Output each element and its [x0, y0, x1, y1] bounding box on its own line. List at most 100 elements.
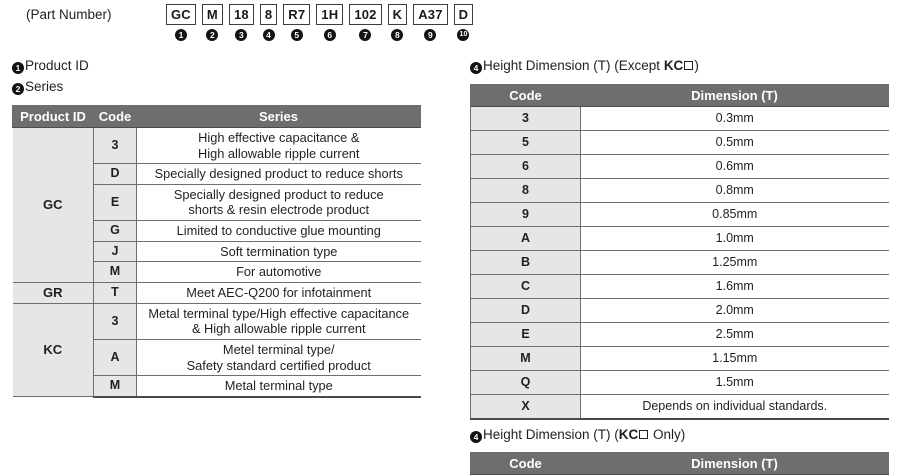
part-number-code: K [387, 4, 408, 25]
table-row: Q 1.5mm [470, 370, 889, 395]
table-row: X Depends on individual standards. [470, 394, 889, 420]
caption-series-text: Series [25, 79, 64, 94]
part-number-boxes: GC 1 M 2 18 3 8 4 R7 5 1H 6 102 7 K 8 A37 9 D 10 [166, 4, 474, 41]
marker-2-icon: 2 [206, 29, 219, 41]
part-number-code: GC [166, 4, 196, 25]
marker-6-icon: 6 [323, 29, 336, 41]
cell-series: High effective capacitance & High allowab… [136, 126, 421, 165]
caption-product-id: 1 Product ID [12, 58, 89, 74]
caption-height-dimension: 4 Height Dimension (T) (Except KC) [470, 58, 699, 74]
series-table: Product ID Code Series GC 3 High effective… [12, 105, 421, 398]
cell-code: M [470, 346, 581, 371]
cell-series: Metal terminal type [136, 375, 421, 398]
table-row: GC 3 High effective capacitance & High allo… [12, 126, 421, 283]
marker-1-icon: 1 [174, 29, 187, 41]
table-row: E 2.5mm [470, 322, 889, 347]
table-row: E Specially designed product to reduce sho… [13, 183, 421, 222]
caption-height-bold: KC [663, 58, 684, 73]
cell-code: 5 [470, 130, 581, 155]
part-number-code: A37 [413, 4, 448, 25]
cell-dimension: 2.0mm [580, 298, 889, 323]
cell-product-id: GC [12, 127, 94, 283]
table-row: G Limited to conductive glue mounting [13, 220, 421, 242]
cell-dimension: 0.3mm [580, 106, 889, 131]
part-number-code: D [453, 4, 474, 25]
cell-dimension: 0.8mm [580, 178, 889, 203]
cell-code: 3 [93, 126, 137, 165]
part-number-segment: 1H 6 [316, 4, 344, 41]
marker-2-icon: 2 [12, 83, 24, 95]
table-row: A Metel terminal type/Safety standard cer… [13, 338, 421, 377]
cell-series: Specially designed product to reduce shor… [136, 183, 421, 222]
cell-code: T [93, 281, 137, 304]
cell-code: D [470, 298, 581, 323]
cell-dimension: 0.85mm [580, 202, 889, 227]
marker-10-icon: 10 [457, 29, 470, 41]
column-header-code: Code [93, 105, 137, 128]
cell-code: 3 [93, 302, 137, 340]
table-header-row: Code Dimension (T) [470, 452, 889, 475]
marker-4-icon: 4 [470, 431, 482, 443]
cell-code: 8 [470, 178, 581, 203]
cell-code: A [93, 338, 137, 377]
cell-series: Meet AEC-Q200 for infotainment [136, 281, 421, 304]
part-number-code: 8 [259, 4, 278, 25]
table-row: D Specially designed product to reduce sh… [13, 163, 421, 185]
table-row: 5 0.5mm [470, 130, 889, 155]
table-row: M 1.15mm [470, 346, 889, 371]
table-row: 3 0.3mm [470, 106, 889, 131]
cell-code: J [93, 240, 137, 263]
cell-dimension: 0.6mm [580, 154, 889, 179]
table-row: 6 0.6mm [470, 154, 889, 179]
cell-dimension: 2.5mm [580, 322, 889, 347]
table-row: KC 3 Metal terminal type/High effective ca… [12, 302, 421, 398]
part-number-segment: D 10 [453, 4, 474, 41]
caption-height-kc-bold: KC [618, 427, 639, 442]
cell-dimension: 1.5mm [580, 370, 889, 395]
marker-4-icon: 4 [262, 29, 275, 41]
cell-code: C [470, 274, 581, 299]
cell-code: A [470, 226, 581, 251]
cell-series: Metel terminal type/Safety standard cert… [136, 338, 421, 377]
cell-code: M [93, 375, 137, 398]
cell-product-id: KC [12, 302, 94, 398]
caption-height-suffix: ) [694, 58, 699, 73]
part-number-code: R7 [283, 4, 311, 25]
part-number-code: 18 [228, 4, 254, 25]
table-row: C 1.6mm [470, 274, 889, 299]
table-row: M For automotive [13, 261, 421, 283]
table-row: 9 0.85mm [470, 202, 889, 227]
cell-series: For automotive [136, 261, 421, 283]
cell-dimension: 1.15mm [580, 346, 889, 371]
table-row: J Soft termination type [13, 240, 421, 263]
height-dimension-table: Code Dimension (T) 3 0.3mm 5 0.5mm 6 0.6mm 8 0.… [470, 84, 889, 420]
part-number-segment: GC 1 [166, 4, 196, 41]
cell-code: D [93, 163, 137, 185]
height-dimension-kc-table: Code Dimension (T) [470, 452, 889, 475]
column-header-dimension: Dimension (T) [580, 452, 889, 475]
cell-code: B [470, 250, 581, 275]
column-header-product-id: Product ID [12, 105, 94, 128]
caption-height-kc-suffix: Only) [649, 427, 686, 442]
marker-8-icon: 8 [391, 29, 404, 41]
square-box-icon [639, 430, 649, 439]
column-header-code: Code [470, 84, 581, 107]
cell-dimension: 0.5mm [580, 130, 889, 155]
column-header-series: Series [136, 105, 421, 128]
part-number-segment: 18 3 [228, 4, 254, 41]
caption-series: 2 Series [12, 79, 63, 95]
cell-code: E [470, 322, 581, 347]
marker-7-icon: 7 [359, 29, 372, 41]
cell-code: 6 [470, 154, 581, 179]
column-header-code: Code [470, 452, 581, 475]
cell-series: Specially designed product to reduce sho… [136, 163, 421, 185]
column-header-dimension: Dimension (T) [580, 84, 889, 107]
table-row: GR T Meet AEC-Q200 for infotainment [12, 281, 421, 304]
part-number-code: 102 [349, 4, 382, 25]
part-number-segment: 102 7 [349, 4, 382, 41]
cell-code: E [93, 183, 137, 222]
square-box-icon [684, 61, 694, 70]
cell-code: X [470, 394, 581, 420]
